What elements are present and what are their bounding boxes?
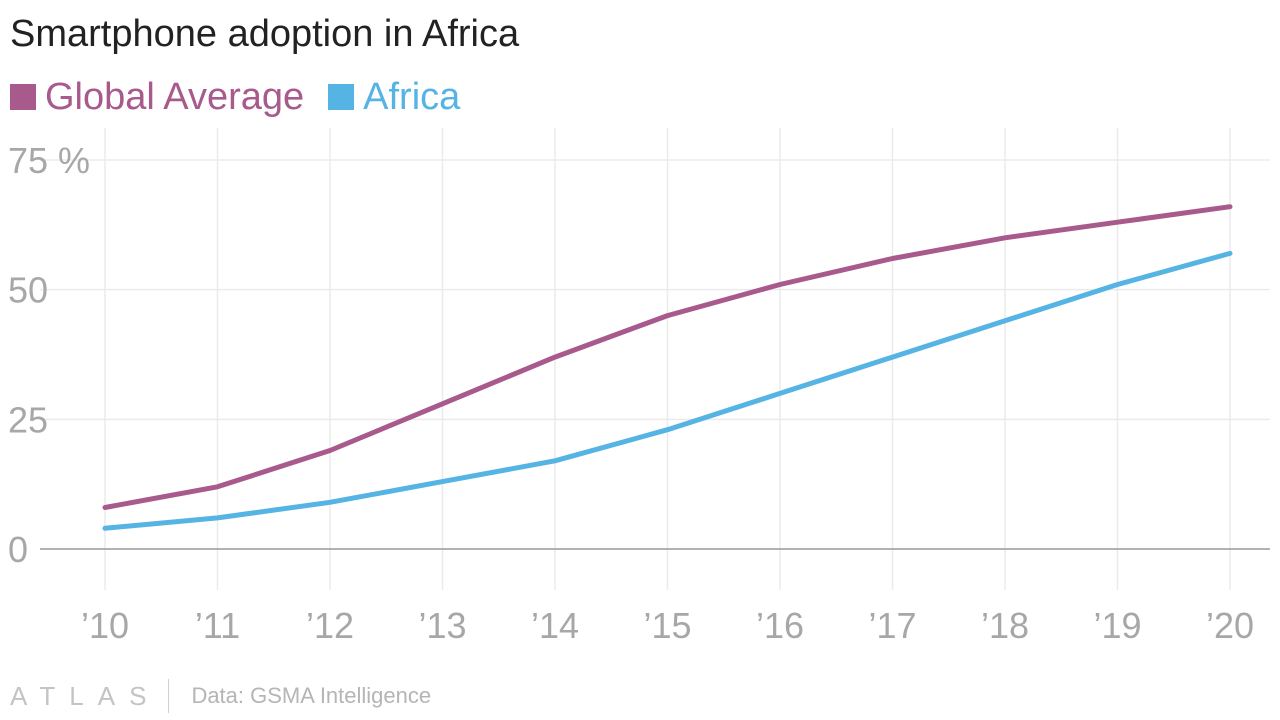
x-tick-label: ’11 [195,605,240,646]
legend: Global Average Africa [10,74,484,120]
legend-swatch-africa [328,84,355,110]
x-tick-label: ’15 [643,605,691,646]
series-line-global-average [102,204,1233,510]
x-tick-label: ’12 [306,605,354,646]
x-tick-label: ’18 [981,605,1029,646]
chart-title: Smartphone adoption in Africa [10,13,520,55]
x-tick-labels: ’10 ’11 ’12 ’13 ’14 ’15 ’16 ’17 ’18 ’19 ’20 [81,605,1254,646]
source-note: Data: GSMA Intelligence [191,683,432,708]
footer: ATLAS Data: GSMA Intelligence [10,676,431,716]
legend-swatch-global-average [10,84,36,110]
y-tick-label: 50 [8,270,48,311]
x-tick-label: ’17 [868,605,916,646]
x-tick-label: ’20 [1206,605,1254,646]
series-lines [102,204,1233,531]
gridlines [40,128,1270,590]
footer-divider [168,679,170,713]
atlas-logo: ATLAS [10,680,161,711]
series-line-africa [102,250,1233,531]
x-tick-label: ’14 [531,605,579,646]
x-tick-label: ’13 [418,605,466,646]
x-tick-label: ’10 [81,605,129,646]
x-tick-label: ’16 [756,605,804,646]
y-tick-label: 25 [8,399,48,440]
x-tick-label: ’19 [1093,605,1141,646]
y-tick-label: 75 % [8,140,90,181]
legend-label-africa: Africa [363,76,461,118]
legend-item-africa: Africa [328,74,460,120]
legend-label-global-average: Global Average [45,76,305,118]
legend-item-global-average: Global Average [10,74,304,120]
y-tick-label: 0 [8,529,28,570]
y-tick-labels: 0 25 50 75 % [8,140,90,570]
